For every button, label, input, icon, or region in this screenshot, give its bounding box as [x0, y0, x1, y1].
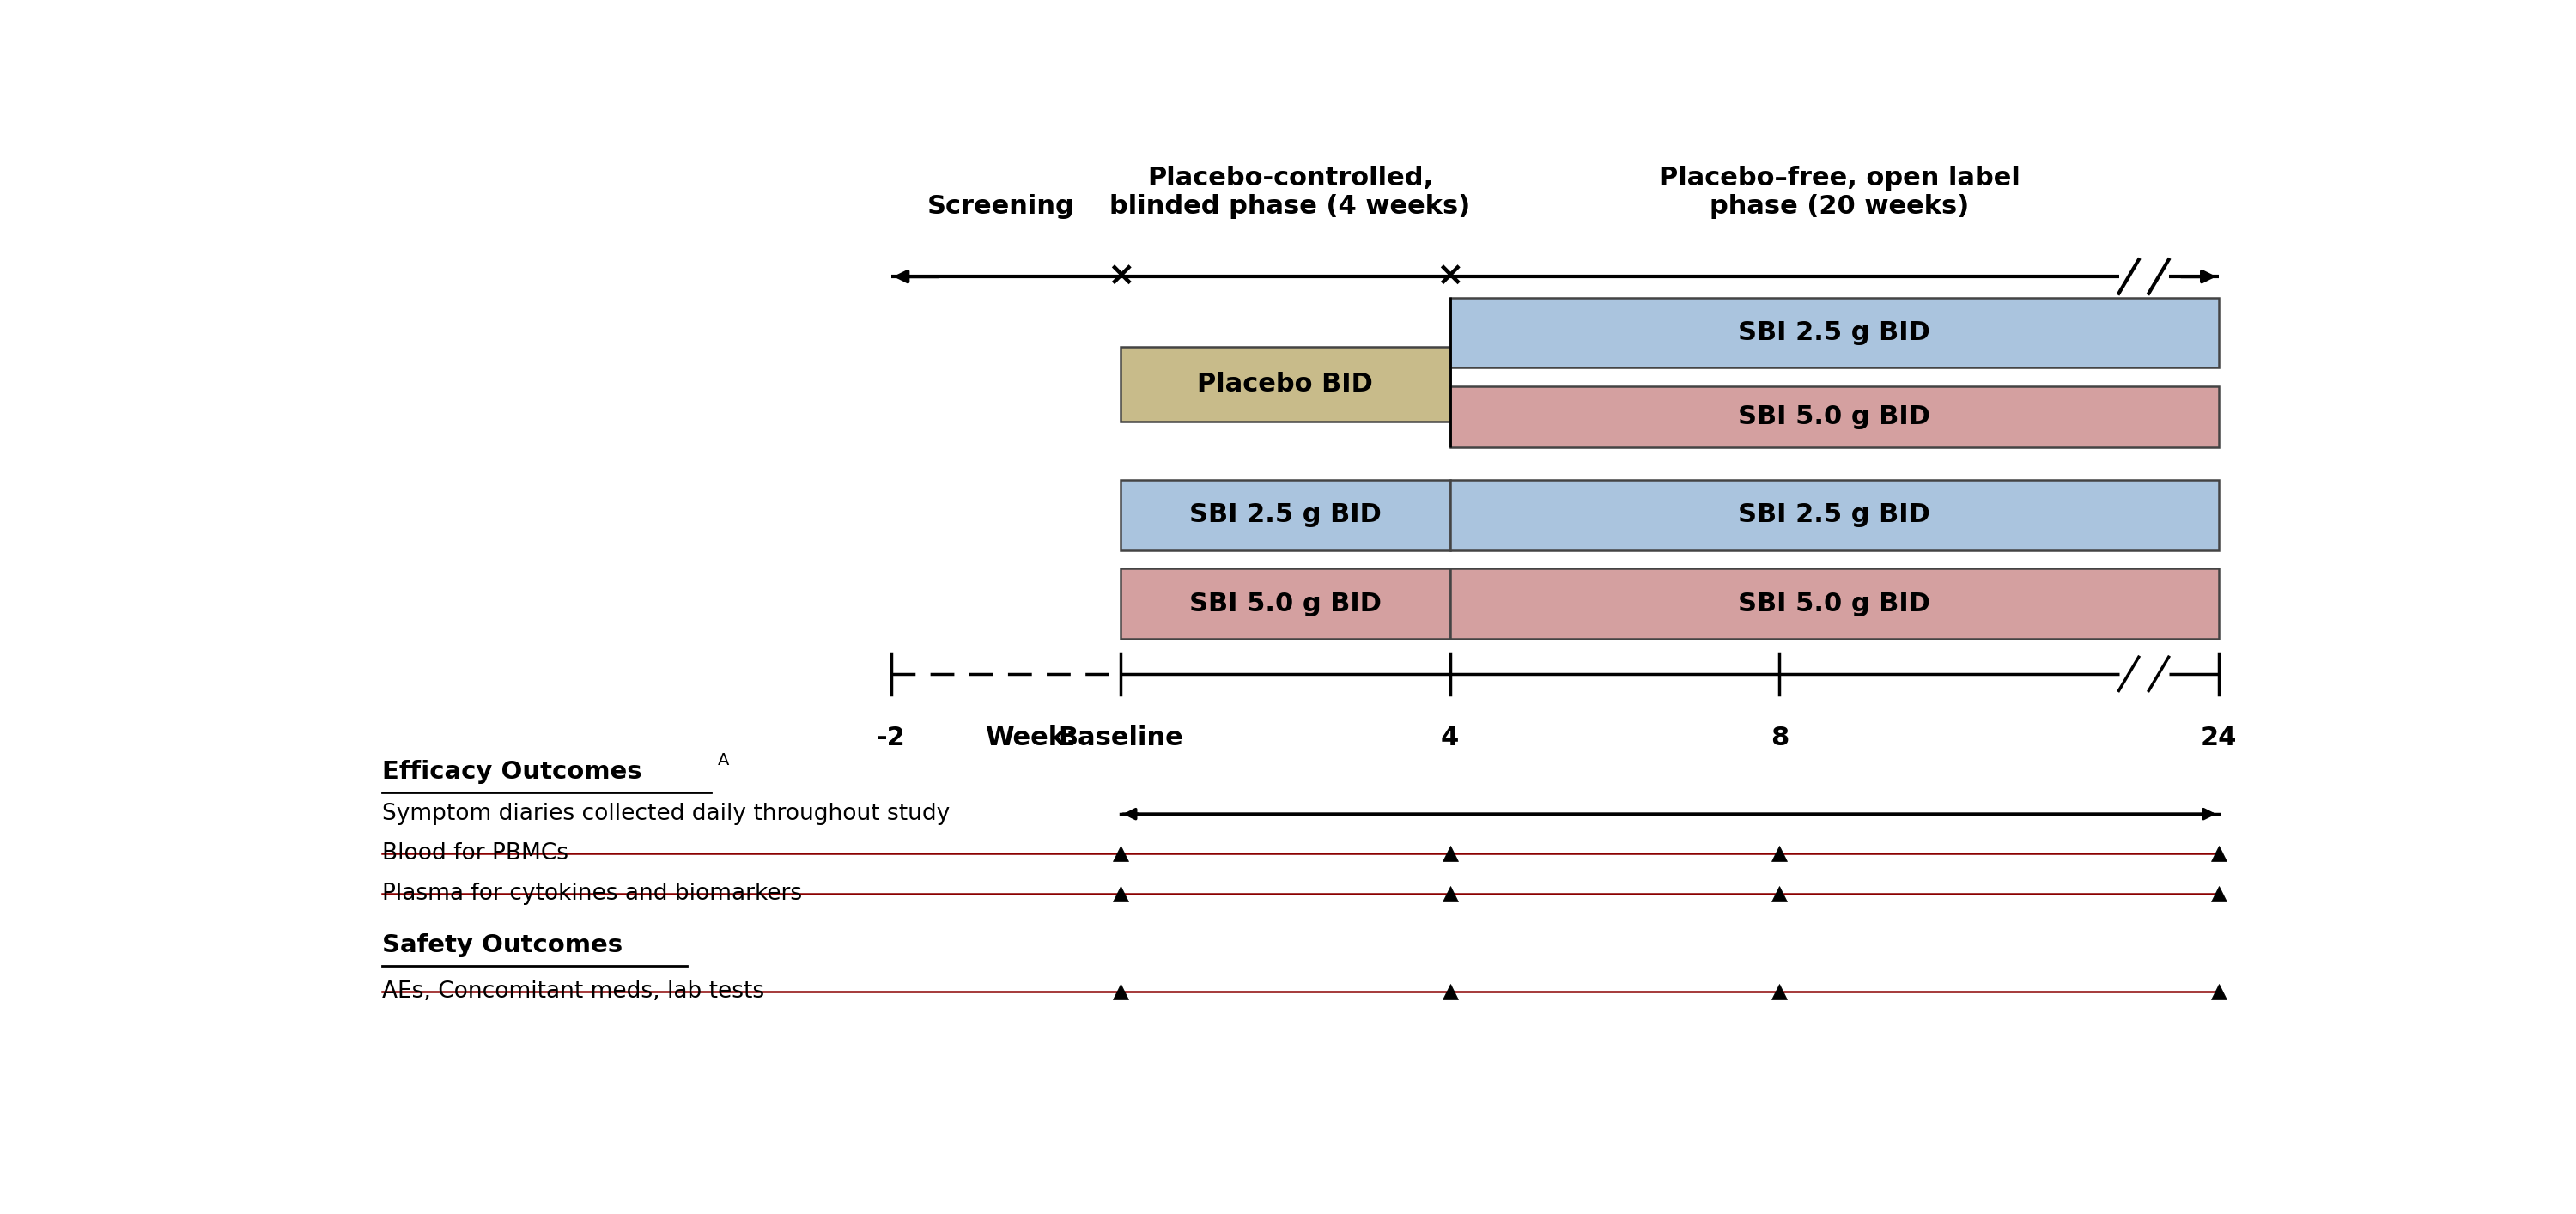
Text: SBI 5.0 g BID: SBI 5.0 g BID — [1739, 591, 1929, 617]
Text: Safety Outcomes: Safety Outcomes — [381, 932, 623, 957]
Text: ×: × — [1108, 260, 1133, 293]
Text: Placebo-controlled,
blinded phase (4 weeks): Placebo-controlled, blinded phase (4 wee… — [1110, 165, 1471, 220]
Text: A: A — [716, 751, 729, 768]
Text: 8: 8 — [1770, 725, 1788, 750]
Text: Placebo–free, open label
phase (20 weeks): Placebo–free, open label phase (20 weeks… — [1659, 165, 2020, 220]
Bar — [1450, 568, 2218, 639]
Bar — [1450, 386, 2218, 447]
Text: SBI 2.5 g BID: SBI 2.5 g BID — [1190, 503, 1381, 527]
Text: Plasma for cytokines and biomarkers: Plasma for cytokines and biomarkers — [381, 883, 801, 904]
Text: Week:: Week: — [984, 725, 1077, 750]
Text: SBI 2.5 g BID: SBI 2.5 g BID — [1739, 503, 1929, 527]
Bar — [1121, 347, 1450, 421]
Bar — [1450, 480, 2218, 550]
Text: 24: 24 — [2200, 725, 2236, 750]
Text: SBI 2.5 g BID: SBI 2.5 g BID — [1739, 320, 1929, 345]
Text: ×: × — [1435, 260, 1463, 293]
Text: AEs, Concomitant meds, lab tests: AEs, Concomitant meds, lab tests — [381, 981, 765, 1003]
Text: Blood for PBMCs: Blood for PBMCs — [381, 843, 569, 864]
Text: SBI 5.0 g BID: SBI 5.0 g BID — [1739, 404, 1929, 430]
Text: -2: -2 — [876, 725, 907, 750]
Text: Placebo BID: Placebo BID — [1198, 371, 1373, 397]
Bar — [1121, 480, 1450, 550]
Text: Screening: Screening — [927, 194, 1074, 219]
Text: Symptom diaries collected daily throughout study: Symptom diaries collected daily througho… — [381, 802, 951, 826]
Text: Baseline: Baseline — [1059, 725, 1182, 750]
Bar — [1121, 568, 1450, 639]
Text: 4: 4 — [1440, 725, 1458, 750]
Text: SBI 5.0 g BID: SBI 5.0 g BID — [1190, 591, 1381, 617]
Bar — [1450, 297, 2218, 368]
Text: Efficacy Outcomes: Efficacy Outcomes — [381, 760, 641, 784]
